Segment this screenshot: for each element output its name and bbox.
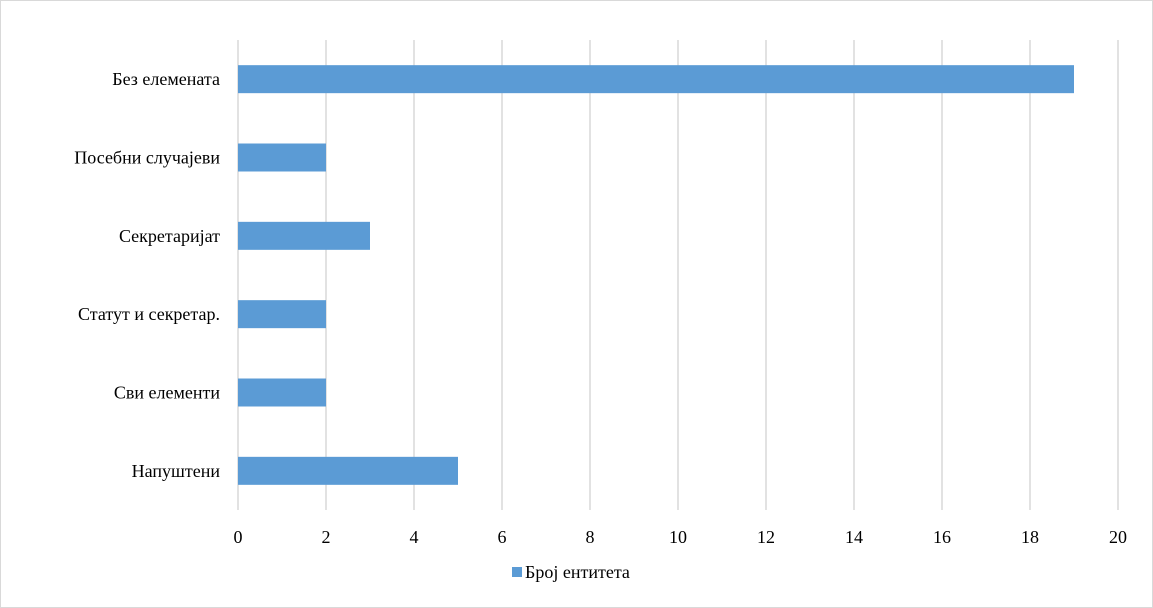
category-label: Посебни случајеви bbox=[74, 148, 220, 168]
category-label: Напуштени bbox=[132, 461, 221, 481]
category-label: Секретаријат bbox=[119, 226, 220, 246]
legend: Број ентитета bbox=[512, 562, 630, 582]
bar bbox=[238, 65, 1074, 94]
legend-label: Број ентитета bbox=[525, 562, 630, 582]
bar bbox=[238, 300, 326, 329]
bar bbox=[238, 221, 370, 250]
x-tick-label: 20 bbox=[1109, 527, 1127, 547]
x-axis-tick-labels: 0 2 4 6 8 10 12 14 16 18 20 bbox=[234, 527, 1128, 547]
bar bbox=[238, 378, 326, 407]
category-labels: Без елемената Посебни случајеви Секретариј… bbox=[74, 69, 220, 481]
gridlines bbox=[237, 40, 1119, 510]
bars bbox=[238, 65, 1074, 485]
bar bbox=[238, 456, 458, 485]
category-label: Статут и секретар. bbox=[78, 304, 220, 324]
x-tick-label: 18 bbox=[1021, 527, 1039, 547]
bar bbox=[238, 143, 326, 172]
x-tick-label: 16 bbox=[933, 527, 951, 547]
x-tick-label: 0 bbox=[234, 527, 243, 547]
x-tick-label: 4 bbox=[410, 527, 419, 547]
x-tick-label: 10 bbox=[669, 527, 687, 547]
x-tick-label: 14 bbox=[845, 527, 863, 547]
legend-swatch bbox=[512, 567, 522, 577]
x-tick-label: 8 bbox=[586, 527, 595, 547]
x-tick-label: 6 bbox=[498, 527, 507, 547]
x-tick-label: 12 bbox=[757, 527, 775, 547]
x-tick-label: 2 bbox=[322, 527, 331, 547]
category-label: Сви елементи bbox=[114, 383, 220, 403]
category-label: Без елемената bbox=[112, 69, 220, 89]
